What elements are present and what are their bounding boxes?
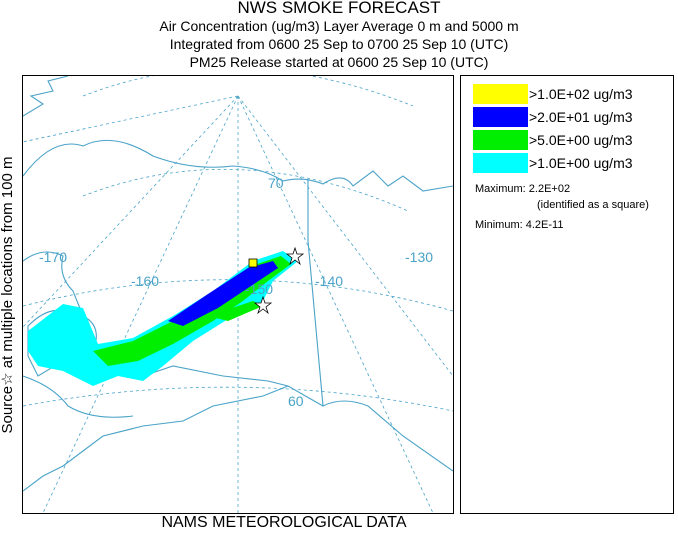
lon-160-line <box>42 95 239 513</box>
maximum-note: (identified as a square) <box>537 199 649 211</box>
bristol-bay-coast <box>23 375 134 418</box>
map-svg: 70 60 -170 -160 -150 -140 -130 <box>23 76 453 513</box>
maximum-line: Maximum: 2.2E+02 <box>475 183 570 195</box>
legend-label-20: >2.0E+01 ug/m3 <box>529 109 633 125</box>
source-markers <box>248 246 305 315</box>
north-coast <box>23 139 453 192</box>
lon-130-line <box>237 95 453 377</box>
lon-180-line <box>23 95 239 143</box>
lon-label-170: -170 <box>39 249 67 265</box>
minimum-label: Minimum: <box>475 219 523 231</box>
siberia-coast <box>23 76 69 117</box>
legend-swatch-blue <box>473 107 528 127</box>
source-label: Source☆ at multiple locations from 100 m <box>0 156 16 434</box>
minimum-value: 4.2E-11 <box>525 219 564 231</box>
integration-line: Integrated from 0600 25 Sep to 0700 25 S… <box>169 36 509 52</box>
legend-panel: >1.0E+02 ug/m3 >2.0E+01 ug/m3 >5.0E+00 u… <box>460 75 674 514</box>
plume-green-south <box>208 301 263 321</box>
legend-swatch-green <box>473 130 528 150</box>
maximum-square <box>248 258 258 268</box>
legend-swatch-cyan <box>473 153 528 173</box>
lon-label-130: -130 <box>405 249 433 265</box>
forecast-title: NWS SMOKE FORECAST <box>237 0 441 17</box>
legend-swatch-yellow <box>473 84 528 104</box>
lat-70-line <box>82 169 409 212</box>
legend-label-5: >5.0E+00 ug/m3 <box>529 132 633 148</box>
maximum-value: 2.2E+02 <box>528 183 571 195</box>
concentration-line: Air Concentration (ug/m3) Layer Average … <box>159 18 519 34</box>
lat-label-60: 60 <box>288 393 304 409</box>
lon-label-160: -160 <box>131 273 159 289</box>
plume-blue <box>168 261 278 326</box>
graticule-labels: 70 60 -170 -160 -150 -140 -130 <box>39 175 433 409</box>
lon-140-line <box>237 95 434 513</box>
data-source-footer: NAMS METEOROLOGICAL DATA <box>161 514 407 531</box>
smoke-plume <box>28 251 298 386</box>
lat-80-line <box>82 76 414 107</box>
source-star-1 <box>285 246 305 266</box>
release-line: PM25 Release started at 0600 25 Sep 10 (… <box>189 54 489 70</box>
legend-label-100: >1.0E+02 ug/m3 <box>529 86 633 102</box>
lon-label-150: -150 <box>245 281 273 297</box>
lat-60-line <box>23 386 453 412</box>
minimum-line: Minimum: 4.2E-11 <box>475 219 563 231</box>
map-panel: 70 60 -170 -160 -150 -140 -130 <box>22 75 454 514</box>
legend-label-1: >1.0E+00 ug/m3 <box>529 155 633 171</box>
maximum-label: Maximum: <box>475 183 526 195</box>
source-star-2 <box>253 295 273 315</box>
peninsula-coast <box>23 385 289 492</box>
border-and-panhandle <box>307 179 453 472</box>
lon-label-140: -140 <box>315 273 343 289</box>
lat-label-70: 70 <box>268 175 284 191</box>
